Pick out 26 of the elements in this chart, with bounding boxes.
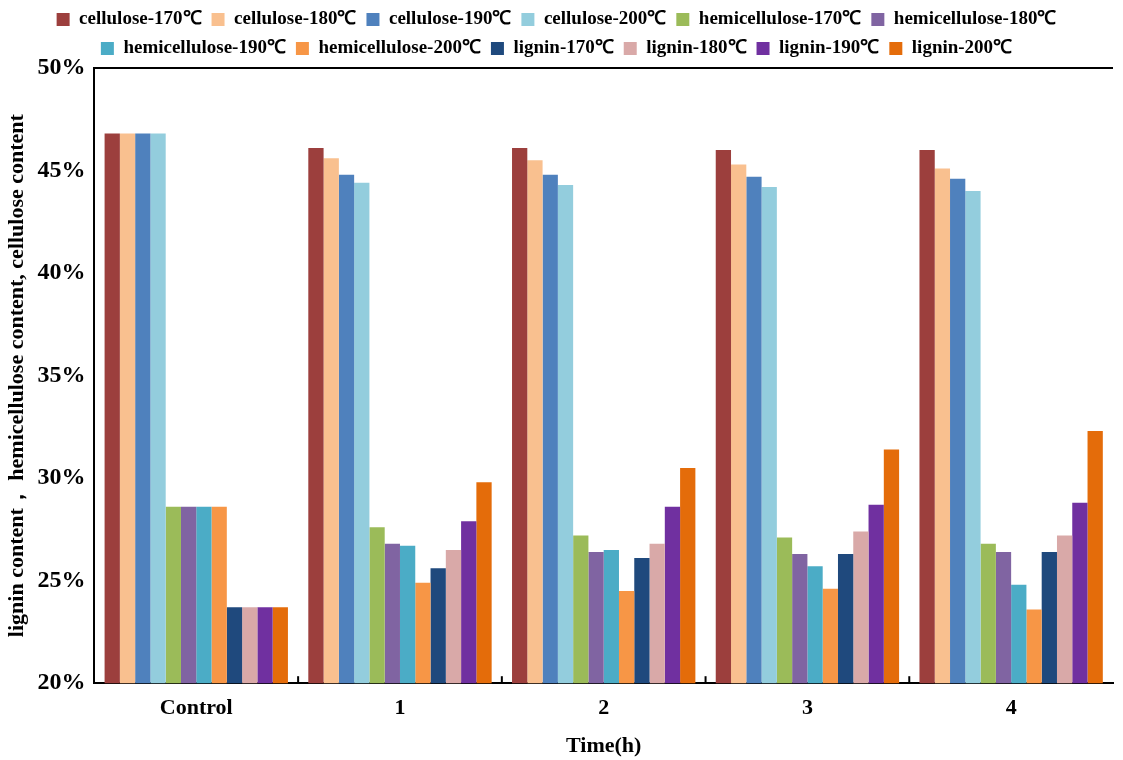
y-tick-label: 50% [37,53,86,80]
legend-label: hemicellulose-190℃ [123,36,286,58]
legend-label: hemicellulose-170℃ [698,7,862,29]
y-tick-label: 30% [37,463,86,490]
y-tick-label: 20% [37,668,86,695]
legend-label: lignin-180℃ [646,36,747,58]
x-tick-label: 2 [598,694,610,720]
y-tick-label: 35% [37,360,86,387]
legend-label: cellulose-170℃ [79,7,202,29]
legend-label: cellulose-190℃ [388,7,512,29]
legend-label: hemicellulose-200℃ [318,36,481,58]
y-tick-label: 45% [37,155,86,182]
x-tick-label: Control [159,694,233,720]
x-tick-label: 1 [394,694,406,720]
y-tick-label: 40% [37,258,86,285]
y-axis-title: lignin content， hemicellulose content, cellulose content [2,113,28,638]
x-tick-label: 4 [1005,694,1017,720]
legend-label: lignin-200℃ [911,36,1013,58]
legend-label: cellulose-180℃ [234,7,357,29]
legend-label: lignin-170℃ [513,36,614,58]
legend-label: cellulose-200℃ [543,7,667,29]
x-axis-title: Time(h) [566,732,642,758]
y-tick-label: 25% [37,565,86,592]
x-tick-label: 3 [801,694,813,720]
legend-label: lignin-190℃ [779,36,880,58]
legend-label: hemicellulose-180℃ [893,7,1057,29]
